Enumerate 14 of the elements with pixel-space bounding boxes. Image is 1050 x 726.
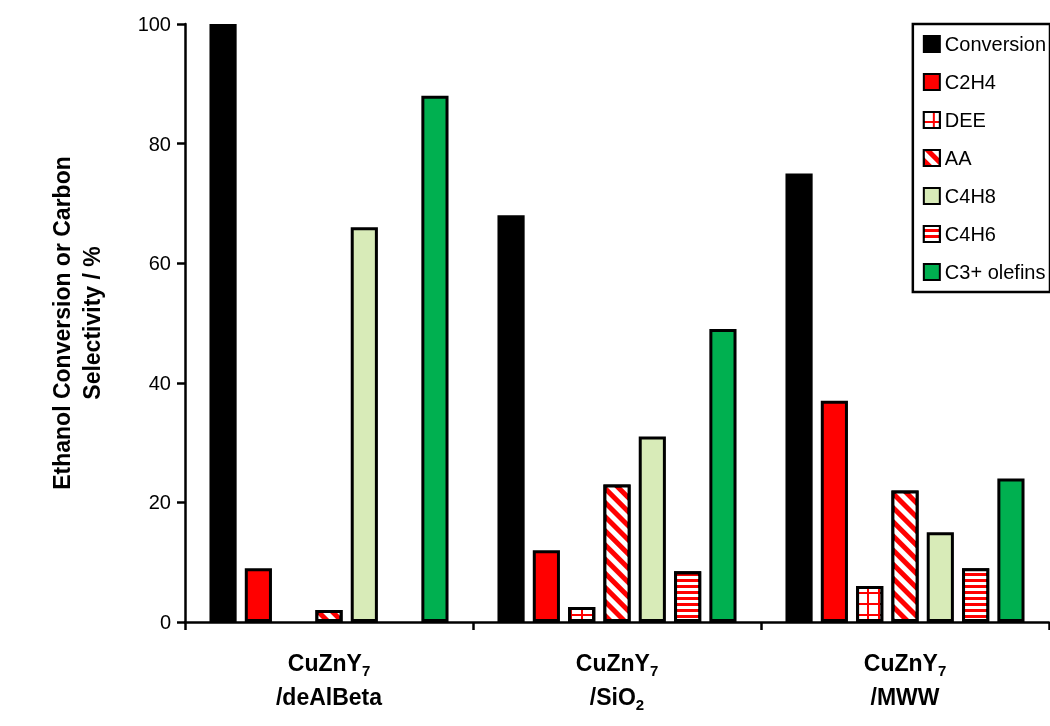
- legend-label: C4H6: [944, 223, 996, 245]
- legend-label: C3+ olefins: [944, 261, 1046, 283]
- y-tick-label: 40: [148, 371, 171, 394]
- y-tick-label: 20: [148, 491, 171, 514]
- legend-label: AA: [944, 147, 973, 169]
- y-tick-label: 0: [159, 611, 171, 633]
- y-tick-label: 80: [148, 132, 171, 155]
- legend-label: C2H4: [944, 71, 996, 93]
- y-tick-label: 100: [137, 13, 171, 35]
- y-axis-title: Ethanol Conversion or Carbon Selectivity / %: [49, 156, 105, 490]
- y-tick-label: 60: [148, 252, 171, 275]
- legend-label: Conversion: [944, 33, 1047, 55]
- legend-label: C4H8: [944, 185, 996, 207]
- legend-label: DEE: [944, 109, 986, 131]
